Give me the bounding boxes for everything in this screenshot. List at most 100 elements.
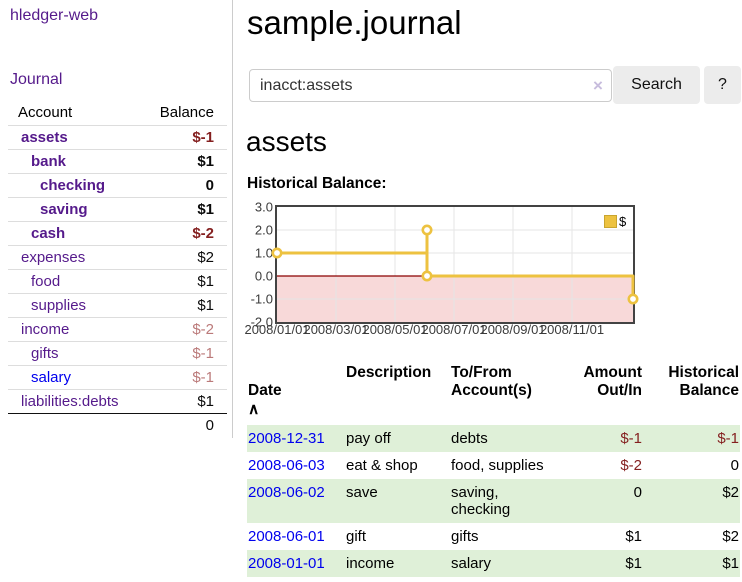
account-link-gifts[interactable]: gifts: [31, 344, 59, 362]
transaction-row: 2008-12-31 pay off debts $-1 $-1: [247, 425, 740, 452]
legend-swatch: [604, 215, 617, 228]
transaction-description: gift: [346, 528, 367, 545]
amount-column-header: Amount Out/In: [583, 364, 642, 399]
transaction-date-link[interactable]: 2008-01-01: [248, 555, 325, 572]
account-balance: $1: [136, 269, 227, 294]
description-column-header: Description: [346, 364, 432, 381]
transaction-date-link[interactable]: 2008-06-02: [248, 484, 325, 501]
account-balance: $1: [197, 392, 214, 410]
transaction-row: 2008-01-01 income salary $1 $1: [247, 550, 740, 577]
account-row: assets $-1: [8, 125, 227, 150]
clear-search-icon[interactable]: ×: [593, 76, 603, 95]
account-link-food[interactable]: food: [31, 272, 61, 290]
account-row: cash $-2: [8, 221, 227, 246]
legend-label: $: [619, 214, 627, 229]
account-balance: $-2: [136, 221, 227, 246]
x-tick: 2008/01/01: [244, 322, 310, 337]
account-row: food $1: [8, 269, 227, 294]
account-balance: $2: [136, 245, 227, 270]
account-link-expenses[interactable]: expenses: [21, 248, 86, 266]
account-row: saving $1: [8, 197, 227, 222]
transaction-amount: 0: [633, 484, 642, 501]
account-balance: $1: [136, 197, 227, 222]
date-column-header[interactable]: Date ∧: [247, 362, 345, 425]
sort-ascending-icon: ∧: [248, 401, 260, 418]
chart-legend: $: [604, 214, 626, 229]
account-link-liabilities-debts[interactable]: liabilities:debts: [21, 392, 119, 410]
account-link-salary[interactable]: salary: [31, 368, 72, 386]
y-tick: 0.0: [254, 268, 273, 284]
account-row: gifts $-1: [8, 341, 227, 366]
transaction-accounts: saving, checking: [451, 484, 511, 518]
page-title: sample.journal: [247, 4, 462, 41]
transaction-description: income: [346, 555, 395, 572]
account-row: income $-2: [8, 317, 227, 342]
account-balance: $-1: [136, 125, 227, 150]
balance-chart-plot[interactable]: $: [271, 205, 639, 324]
sidebar: hledger-web Journal Account Balance asse…: [0, 0, 233, 438]
data-point-markers: [271, 224, 639, 305]
transaction-balance: $2: [722, 528, 739, 545]
account-row: supplies $1: [8, 293, 227, 318]
accounts-total-row: 0: [8, 412, 227, 437]
account-column-header: Account: [8, 101, 137, 126]
transactions-header-row: Date ∧ Description To/From Account(s) Am…: [247, 362, 740, 425]
accounts-column-header: To/From Account(s): [451, 364, 532, 399]
historical-balance-chart: 3.0 2.0 1.0 0.0 -1.0 -2.0: [240, 200, 742, 345]
account-row: bank $1: [8, 149, 227, 174]
balance-series-line: [277, 228, 635, 299]
search-button[interactable]: Search: [613, 66, 700, 104]
account-balance: $-1: [136, 365, 227, 390]
x-tick: 2008/09/01: [480, 322, 546, 337]
balance-column-header: Balance: [136, 101, 227, 126]
transaction-row: 2008-06-01 gift gifts $1 $2: [247, 523, 740, 550]
transaction-balance: $1: [722, 555, 739, 572]
account-link-saving[interactable]: saving: [40, 200, 88, 218]
x-tick: 2008/11/01: [539, 322, 605, 337]
transaction-amount: $-2: [620, 457, 642, 474]
accounts-table-header: Account Balance: [8, 101, 227, 126]
account-row: checking 0: [8, 173, 227, 198]
transaction-accounts: debts: [451, 430, 488, 447]
x-tick: 2008/03/01: [303, 322, 369, 337]
transactions-table: Date ∧ Description To/From Account(s) Am…: [247, 362, 740, 577]
transaction-row: 2008-06-02 save saving, checking 0 $2: [247, 479, 740, 523]
account-balance: $1: [136, 293, 227, 318]
accounts-total-value: 0: [136, 412, 227, 437]
transaction-amount: $-1: [620, 430, 642, 447]
account-link-assets[interactable]: assets: [21, 128, 68, 146]
account-balance: $-1: [136, 341, 227, 366]
account-page-title: assets: [246, 126, 327, 157]
account-balance: $-2: [136, 317, 227, 342]
account-link-bank[interactable]: bank: [31, 152, 67, 170]
y-tick: -1.0: [250, 291, 273, 307]
x-tick: 2008/05/01: [362, 322, 428, 337]
account-row: liabilities:debts $1: [8, 389, 227, 413]
account-balance: 0: [136, 173, 227, 198]
search-input[interactable]: [249, 69, 612, 102]
account-link-income[interactable]: income: [21, 320, 70, 338]
transaction-balance: 0: [730, 457, 739, 474]
account-row: salary $-1: [8, 365, 227, 390]
transaction-row: 2008-06-03 eat & shop food, supplies $-2…: [247, 452, 740, 479]
transaction-date-link[interactable]: 2008-06-01: [248, 528, 325, 545]
sidebar-item-journal[interactable]: Journal: [10, 71, 63, 88]
transaction-description: save: [346, 484, 378, 501]
account-link-checking[interactable]: checking: [40, 176, 106, 194]
transaction-amount: $1: [625, 555, 642, 572]
chart-title: Historical Balance:: [247, 175, 387, 192]
transaction-balance: $-1: [717, 430, 739, 447]
account-link-cash[interactable]: cash: [31, 224, 66, 242]
transaction-accounts: food, supplies: [451, 457, 544, 474]
transaction-amount: $1: [625, 528, 642, 545]
transaction-accounts: gifts: [451, 528, 479, 545]
app-brand-link[interactable]: hledger-web: [10, 7, 99, 24]
transaction-description: pay off: [346, 430, 391, 447]
account-link-supplies[interactable]: supplies: [31, 296, 87, 314]
transaction-date-link[interactable]: 2008-12-31: [248, 430, 325, 447]
y-tick: -2.0: [250, 314, 273, 330]
transaction-date-link[interactable]: 2008-06-03: [248, 457, 325, 474]
help-button[interactable]: ?: [704, 66, 741, 104]
date-header-label: Date: [248, 382, 282, 399]
transaction-description: eat & shop: [346, 457, 418, 474]
